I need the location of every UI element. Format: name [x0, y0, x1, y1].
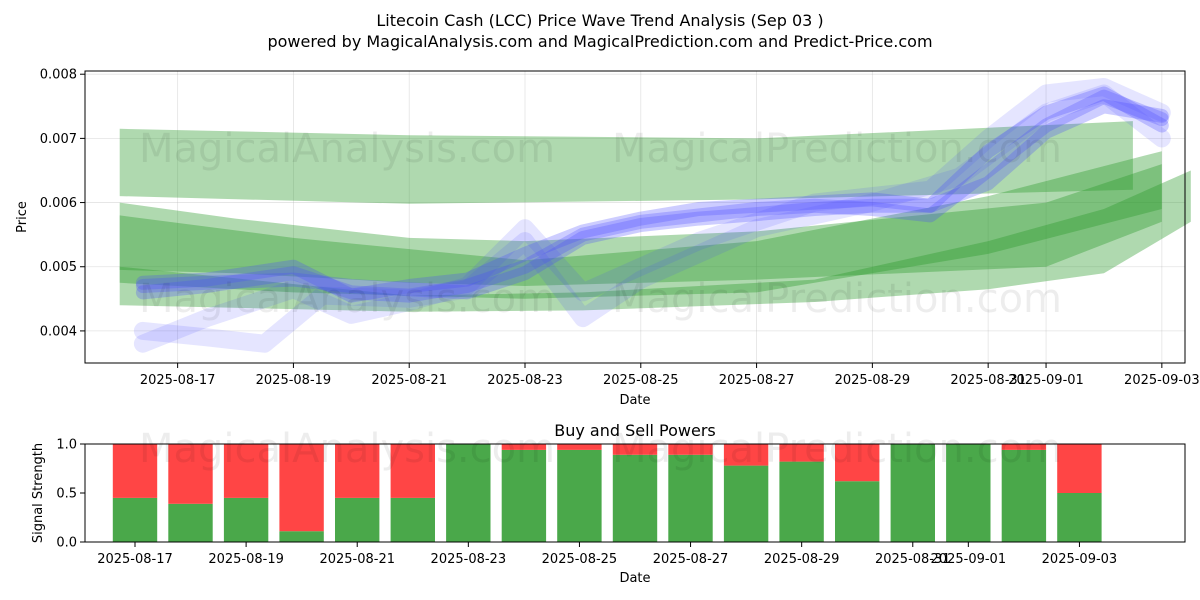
sell-bar — [668, 444, 713, 455]
buy-bar — [335, 497, 380, 542]
blue-wave-5 — [133, 84, 1171, 353]
signal-x-tick-label: 2025-08-23 — [431, 552, 507, 567]
blue-wave-3 — [135, 86, 1169, 303]
signal-x-tick-label: 2025-09-01 — [931, 552, 1007, 567]
sell-bar — [557, 444, 602, 450]
signal-x-tick-label: 2025-08-21 — [319, 552, 395, 567]
price-x-tick-label: 2025-08-19 — [256, 373, 332, 388]
price-x-tick-label: 2025-09-03 — [1124, 373, 1200, 388]
buy-bar — [946, 444, 991, 542]
blue-wave-lines — [133, 78, 1171, 353]
price-x-tick-label: 2025-08-21 — [371, 373, 447, 388]
price-x-tick-label: 2025-09-01 — [1008, 373, 1084, 388]
green-wave-bands — [119, 121, 1191, 312]
price-x-tick-label: 2025-08-27 — [719, 373, 795, 388]
signal-watermarks: MagicalAnalysis.com MagicalPrediction.co… — [139, 426, 1062, 472]
buy-bar — [1057, 493, 1102, 542]
price-x-axis-label: Date — [619, 393, 650, 408]
signal-y-tick-label: 0.0 — [56, 536, 77, 551]
watermark-prediction: MagicalPrediction.com — [612, 276, 1062, 322]
price-x-tick-label: 2025-08-31 — [950, 373, 1026, 388]
sell-bar — [223, 444, 269, 498]
sell-bar — [835, 444, 880, 482]
buy-bar — [223, 497, 269, 542]
green-band-4 — [119, 170, 1191, 312]
buy-bar — [890, 444, 935, 542]
sell-bar — [279, 444, 324, 532]
price-watermarks: MagicalAnalysis.com MagicalPrediction.co… — [139, 126, 1062, 322]
sell-bar — [723, 444, 769, 466]
price-y-tick-label: 0.004 — [40, 324, 77, 339]
price-plot-frame — [84, 70, 1186, 364]
green-band-3 — [119, 151, 1162, 299]
price-y-tick-label: 0.006 — [40, 196, 77, 211]
sell-bar — [168, 444, 213, 504]
signal-x-tick-label: 2025-09-03 — [1042, 552, 1118, 567]
buy-bar — [668, 454, 713, 542]
signal-y-tick-label: 1.0 — [56, 438, 77, 453]
price-y-tick-label: 0.007 — [40, 132, 77, 147]
sell-bar — [390, 444, 435, 498]
sell-bar — [112, 444, 158, 498]
price-y-ticks: 0.004 0.005 0.006 0.007 0.008 — [40, 68, 85, 339]
buy-bar — [557, 449, 602, 542]
buy-bar — [779, 461, 824, 542]
signal-x-tick-label: 2025-08-19 — [208, 552, 284, 567]
price-gridlines — [85, 71, 1185, 363]
watermark-analysis: MagicalAnalysis.com — [139, 426, 555, 472]
price-x-tick-label: 2025-08-23 — [487, 373, 563, 388]
buy-bar — [612, 454, 658, 542]
sell-bar — [1001, 444, 1047, 450]
signal-x-axis-label: Date — [619, 571, 650, 586]
blue-wave-2 — [135, 89, 1169, 303]
watermark-prediction: MagicalPrediction.com — [612, 126, 1062, 172]
green-band-1 — [119, 121, 1133, 204]
sell-bar — [1057, 444, 1102, 493]
buy-bar — [1001, 449, 1047, 542]
sell-bar — [501, 444, 547, 450]
price-panel: MagicalAnalysis.com MagicalPrediction.co… — [15, 68, 1200, 408]
signal-x-tick-label: 2025-08-27 — [653, 552, 729, 567]
signal-bars — [112, 444, 1102, 542]
signal-x-tick-label: 2025-08-29 — [764, 552, 840, 567]
price-y-axis-label: Price — [15, 201, 30, 233]
watermark-prediction: MagicalPrediction.com — [612, 426, 1062, 472]
signal-chart-title: Buy and Sell Powers — [554, 421, 716, 440]
signal-x-tick-label: 2025-08-25 — [542, 552, 618, 567]
buy-bar — [390, 497, 435, 542]
price-y-tick-label: 0.008 — [40, 68, 77, 83]
blue-wave-1 — [135, 99, 1169, 300]
blue-wave-4 — [133, 78, 1171, 353]
watermark-analysis: MagicalAnalysis.com — [139, 276, 555, 322]
signal-y-tick-label: 0.5 — [56, 487, 77, 502]
price-x-tick-label: 2025-08-17 — [140, 373, 216, 388]
chart-subtitle: powered by MagicalAnalysis.com and Magic… — [267, 32, 932, 51]
green-band-2 — [119, 164, 1162, 286]
signal-x-tick-label: 2025-08-31 — [875, 552, 951, 567]
sell-bar — [612, 444, 658, 455]
signal-y-axis-label: Signal Strength — [31, 443, 46, 543]
buy-bar — [835, 481, 880, 542]
price-x-tick-label: 2025-08-29 — [835, 373, 911, 388]
sell-bar — [335, 444, 380, 498]
buy-bar — [723, 465, 769, 542]
price-x-ticks: 2025-08-17 2025-08-19 2025-08-21 2025-08-23… — [140, 363, 1200, 388]
signal-y-ticks: 0.0 0.5 1.0 — [56, 438, 85, 551]
buy-bar — [446, 444, 491, 542]
price-x-tick-label: 2025-08-25 — [603, 373, 679, 388]
buy-bar — [168, 503, 213, 542]
watermark-analysis: MagicalAnalysis.com — [139, 126, 555, 172]
chart-title: Litecoin Cash (LCC) Price Wave Trend Ana… — [376, 11, 823, 30]
price-y-tick-label: 0.005 — [40, 260, 77, 275]
buy-bar — [279, 531, 324, 542]
buy-bar — [501, 449, 547, 542]
sell-bar — [779, 444, 824, 462]
signal-x-tick-label: 2025-08-17 — [97, 552, 173, 567]
buy-bar — [112, 497, 158, 542]
signal-x-ticks: 2025-08-17 2025-08-19 2025-08-21 2025-08-23… — [97, 542, 1117, 567]
signal-panel: Buy and Sell Powers MagicalAnalysis.com … — [31, 421, 1186, 586]
